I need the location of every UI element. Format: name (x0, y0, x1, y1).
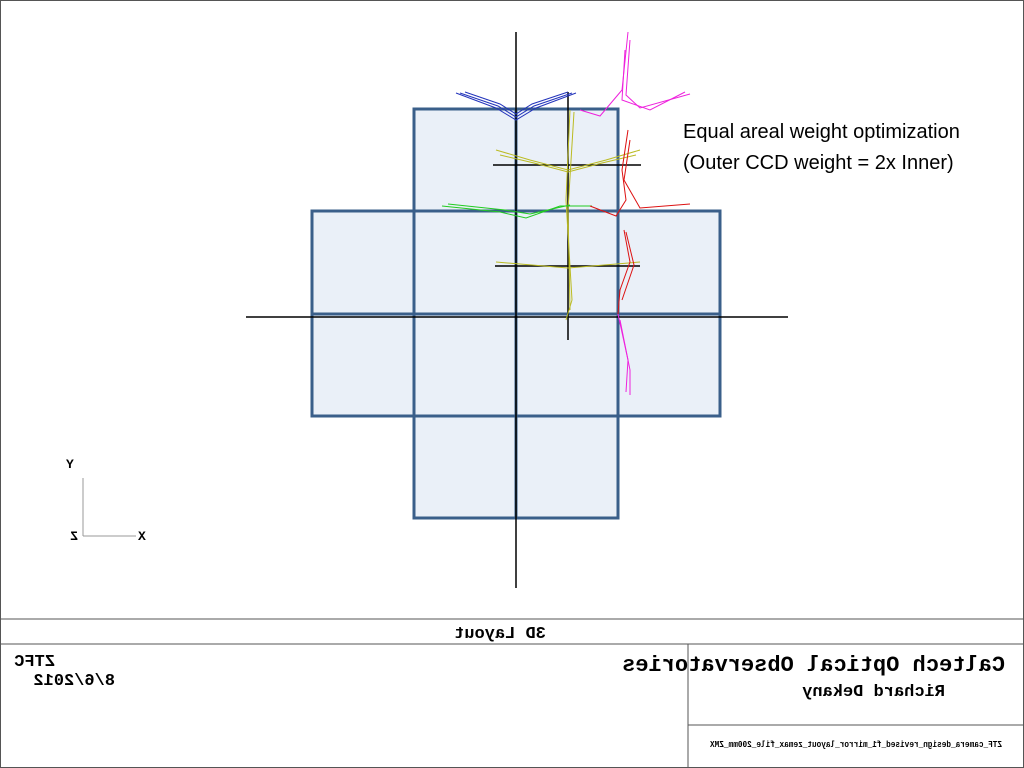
axis-label: Z (70, 529, 78, 544)
file-name: ZTF_camera_design_revised_f1_mirror_layo… (709, 740, 1002, 750)
title-block-lines (0, 618, 1024, 768)
ray-fans (441, 31, 691, 395)
organization: Caltech Optical Observatories (622, 653, 1005, 678)
ccd-mosaic (310, 107, 722, 520)
axis-label: Y (66, 457, 74, 472)
project: ZTFC (14, 653, 55, 672)
axis-triad (82, 478, 136, 537)
plot-title: 3D Layout (454, 625, 546, 644)
date: 8/6/2012 (33, 672, 115, 691)
axis-label: X (138, 529, 146, 544)
annotation: Equal areal weight optimization (683, 121, 960, 143)
author: Richard Dekany (802, 683, 945, 702)
annotation: (Outer CCD weight = 2x Inner) (683, 152, 954, 174)
axes-lines (246, 32, 788, 588)
